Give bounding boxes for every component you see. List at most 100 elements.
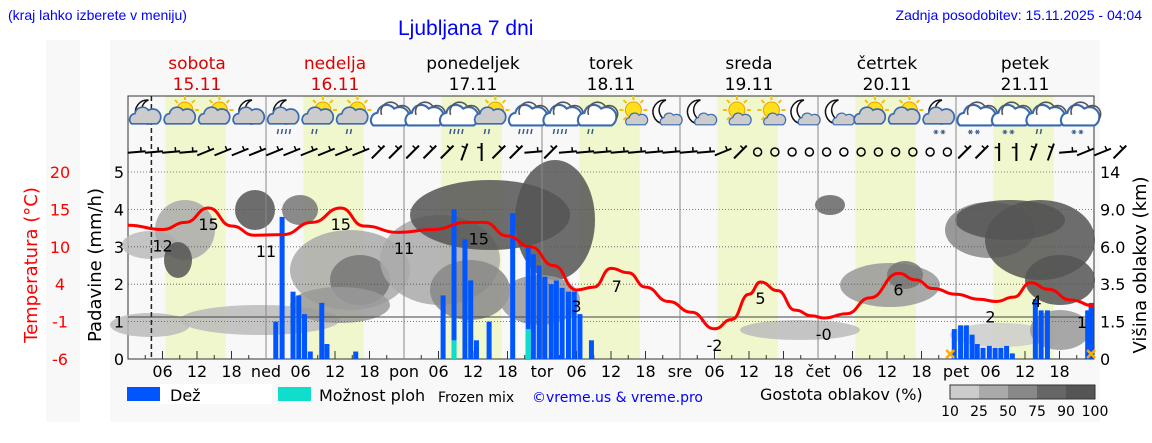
temperature-axis-label: Temperatura (°C) — [21, 187, 42, 344]
shower-bar — [451, 340, 457, 359]
wind-barb-icon — [334, 147, 353, 157]
cloud-snow-icon — [1059, 101, 1102, 135]
cloud-outline — [922, 106, 956, 125]
temperature-tick: 4 — [55, 275, 65, 294]
wind-barb-icon — [1076, 147, 1095, 157]
rain-bar — [553, 280, 559, 359]
cloud-shape — [232, 106, 266, 125]
legend-density-label: Gostota oblakov (%) — [760, 385, 923, 404]
snowflake-icon — [968, 129, 973, 135]
day-date: 21.11 — [1001, 75, 1050, 95]
cloud-light-rain-icon — [576, 101, 619, 135]
sun-ray — [622, 99, 628, 104]
wind-calm-icon — [873, 147, 884, 157]
density-swatch — [979, 385, 1008, 399]
wind-barb-feather — [377, 145, 382, 150]
hour-tick-label: 18 — [497, 362, 517, 381]
rain-bar — [290, 291, 296, 359]
hour-tick-label: 12 — [877, 362, 897, 381]
rain-bar — [1085, 310, 1091, 359]
cloud-shape — [301, 106, 335, 125]
rain-bar — [296, 295, 302, 359]
sun-cloud-icon — [853, 96, 889, 125]
cloud-outline — [473, 106, 507, 125]
rain-drop — [1035, 128, 1039, 135]
sun-ray — [864, 99, 869, 104]
cloud-blob — [815, 195, 845, 215]
wind-barb-feather — [1047, 145, 1053, 149]
page-title: Ljubljana 7 dni — [398, 17, 534, 40]
rain-bar — [353, 351, 359, 359]
wind-barb-icon — [610, 150, 629, 154]
snowflake-icon — [941, 129, 945, 135]
wind-barb-feather — [739, 145, 745, 150]
cloud-blob — [740, 320, 860, 340]
wind-barb-feather — [724, 145, 728, 151]
credit-link[interactable]: ©vreme.us & vreme.pro — [532, 390, 703, 406]
cloud-blob — [950, 323, 1050, 347]
wind-barb-feather — [461, 145, 467, 149]
rain-bar — [473, 340, 479, 359]
temperature-label: 7 — [612, 277, 622, 296]
wind-calm-icon — [804, 147, 815, 157]
rain-bar — [559, 287, 565, 359]
cloud-snow-icon — [956, 101, 998, 135]
wind-barb-feather — [345, 145, 349, 151]
cloud-height-tick: 6.0 — [1100, 238, 1125, 257]
wind-barb-feather — [259, 145, 263, 151]
cloud-outline — [625, 112, 649, 126]
wind-barb-feather — [981, 145, 986, 150]
density-scale-frame — [949, 384, 1096, 400]
night-cloudy-icon — [232, 99, 266, 125]
rain-bar — [462, 239, 468, 359]
temperature-tick: 20 — [50, 163, 70, 182]
rain-drop — [315, 128, 318, 135]
night-small-cloud-icon — [824, 99, 856, 126]
wind-barb-icon — [696, 150, 715, 154]
wind-barb-feather — [412, 145, 417, 150]
cloud-outline — [507, 103, 549, 127]
night-cloudy-icon — [128, 99, 162, 125]
wind-barb-feather — [964, 145, 969, 150]
cloud-shape — [335, 106, 369, 125]
snowflake-icon — [975, 129, 980, 135]
sun-ray — [760, 99, 766, 104]
cloud-outline — [1059, 103, 1101, 127]
rain-bar — [530, 254, 536, 359]
wind-barb-feather — [207, 145, 211, 151]
wind-barb-feather — [310, 145, 314, 151]
cloud-outline — [369, 103, 411, 127]
cloud-shape — [576, 101, 619, 127]
hour-tick-label: 12 — [601, 362, 621, 381]
wind-barb-icon — [627, 150, 646, 154]
sun-ray — [174, 99, 179, 104]
cloud-blob — [290, 287, 390, 323]
rain-bar — [565, 291, 571, 359]
precipitation-tick: 3 — [114, 238, 124, 257]
sun-small-cloud-icon — [722, 96, 752, 126]
cloud-shape — [922, 106, 956, 125]
hour-tick-label: 06 — [428, 362, 448, 381]
rain-drop — [552, 128, 556, 135]
night-small-cloud-icon — [790, 99, 821, 126]
rain-bar — [1004, 345, 1010, 359]
hour-tick-label: 06 — [980, 362, 1000, 381]
sun-cloud-icon — [163, 96, 199, 125]
day-date: 18.11 — [587, 75, 636, 95]
rain-bar — [440, 295, 446, 359]
sun-ray — [622, 116, 628, 121]
precipitation-tick: 5 — [114, 163, 124, 182]
sun-ray — [881, 99, 886, 104]
rain-drop — [526, 128, 529, 135]
rain-drop — [530, 128, 533, 135]
wind-barb-feather — [276, 145, 280, 151]
temperature-label: 15 — [331, 215, 351, 234]
day-name: četrtek — [857, 54, 918, 74]
sun-ray — [329, 99, 334, 104]
rain-drop — [556, 128, 560, 135]
cloud-blob — [155, 200, 215, 260]
rain-bar — [992, 347, 998, 359]
cloud-blob — [955, 200, 1065, 240]
cloud-height-tick: 1.5 — [1100, 313, 1125, 332]
rain-bar — [571, 291, 577, 359]
